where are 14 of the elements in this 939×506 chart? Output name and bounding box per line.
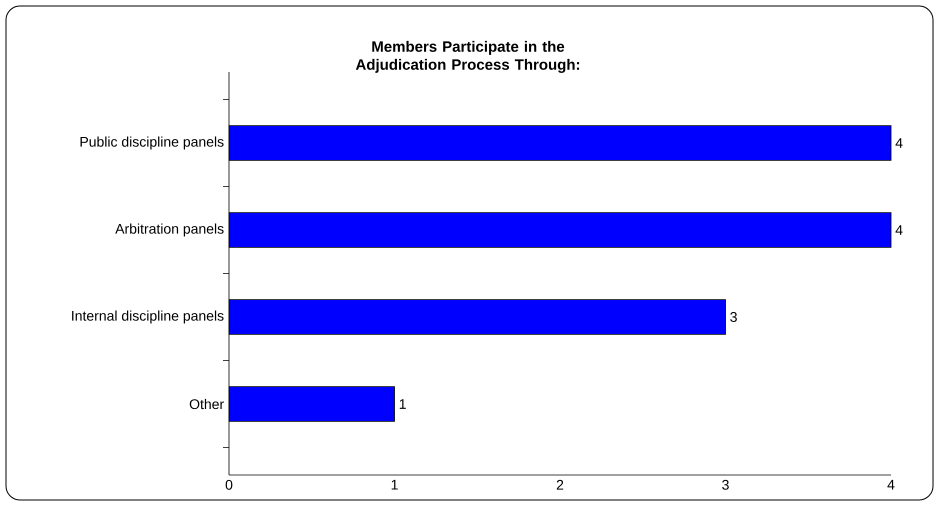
x-tick-label: 1 — [392, 480, 398, 490]
chart-title: Members Participate in the Adjudication Process Through: — [356, 40, 580, 73]
data-label: 4 — [896, 225, 903, 235]
y-tick-label: Internal discipline panels — [72, 310, 224, 324]
x-tick-label: 0 — [226, 480, 232, 490]
x-tick-label: 2 — [556, 480, 564, 490]
y-tick-label: Public discipline panels — [80, 136, 224, 150]
y-tick-label: Arbitration panels — [115, 223, 224, 237]
y-tick-label: Other — [190, 398, 224, 410]
x-tick-label: 4 — [887, 480, 894, 490]
x-tick-label: 3 — [722, 480, 729, 490]
data-label: 3 — [730, 312, 737, 322]
data-label: 1 — [400, 399, 406, 409]
data-label: 4 — [896, 138, 903, 148]
